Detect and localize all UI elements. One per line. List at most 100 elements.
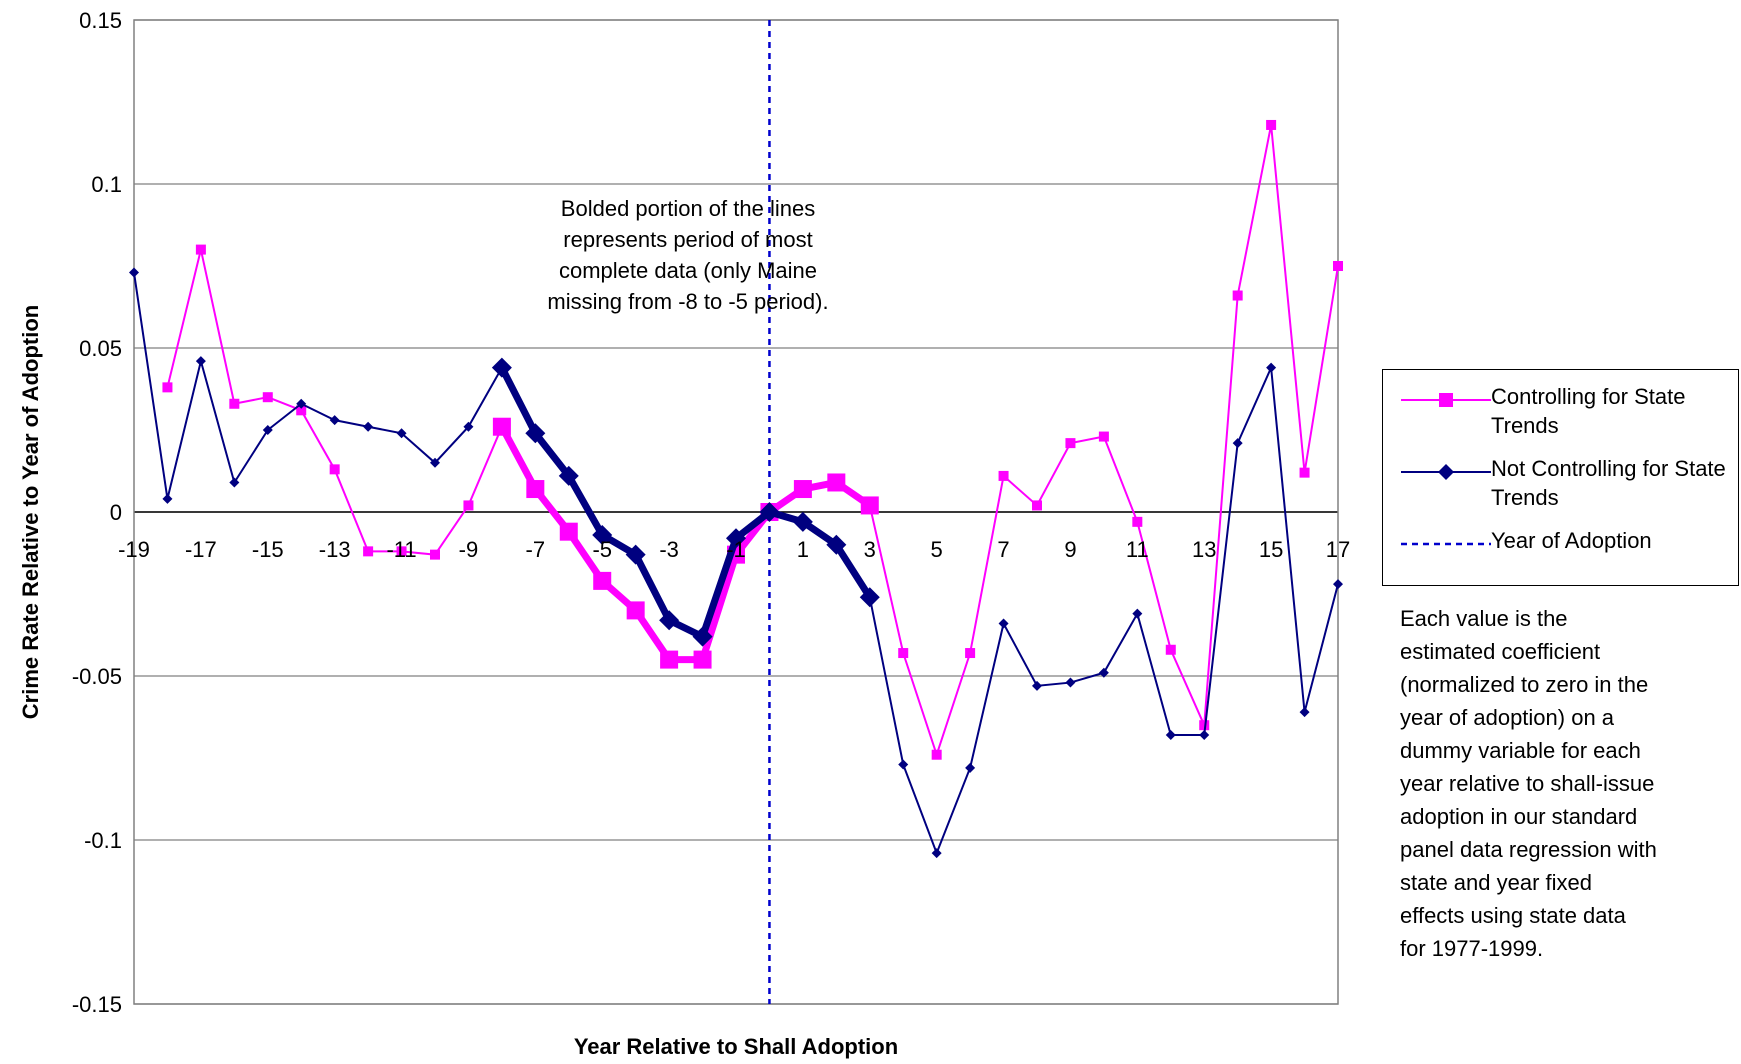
- data-point: [1098, 667, 1109, 678]
- data-point: [491, 357, 512, 378]
- x-tick-label: -13: [319, 537, 351, 562]
- data-point: [526, 480, 545, 499]
- y-axis-title: Crime Rate Relative to Year of Adoption: [18, 305, 43, 719]
- data-point: [329, 415, 340, 426]
- y-tick-labels: 0.15 0.1 0.05 0 -0.05 -0.1 -0.15: [72, 8, 122, 1017]
- y-tick-label: 0: [110, 500, 122, 525]
- x-tick-label: 9: [1064, 537, 1076, 562]
- data-point: [1065, 677, 1076, 688]
- note-line: year relative to shall-issue: [1400, 771, 1655, 796]
- x-tick-label: 13: [1192, 537, 1216, 562]
- data-point: [229, 477, 240, 488]
- x-tick-label: 7: [997, 537, 1009, 562]
- data-point: [1333, 579, 1343, 590]
- data-point: [430, 549, 440, 560]
- annotation-line: Bolded portion of the lines: [561, 196, 815, 221]
- data-point: [965, 648, 976, 659]
- data-point: [559, 522, 578, 541]
- data-point: [859, 587, 880, 608]
- note-line: for 1977-1999.: [1400, 936, 1544, 961]
- data-point: [931, 749, 942, 760]
- data-point: [759, 502, 780, 522]
- note-line: panel data regression with: [1400, 837, 1657, 862]
- x-tick-label: -5: [592, 537, 612, 562]
- data-point: [229, 398, 240, 409]
- data-point: [659, 610, 680, 631]
- note-line: (normalized to zero in the: [1400, 672, 1649, 697]
- data-point: [1165, 644, 1176, 655]
- x-tick-label: -15: [252, 537, 284, 562]
- data-point: [1266, 362, 1277, 373]
- gridlines: [134, 19, 1338, 1005]
- data-point: [592, 524, 613, 545]
- x-tick-label: -1: [726, 537, 746, 562]
- x-tick-label: -9: [459, 537, 479, 562]
- legend-swatch-year-of-adoption: [1401, 542, 1491, 546]
- y-tick-label: -0.05: [72, 664, 122, 689]
- data-point: [898, 648, 909, 659]
- data-point: [558, 465, 579, 486]
- y-tick-label: 0.05: [79, 336, 122, 361]
- annotation-line: represents period of most: [563, 227, 812, 252]
- note-line: estimated coefficient: [1400, 639, 1601, 664]
- data-point: [625, 544, 646, 565]
- y-tick-label: 0.15: [79, 8, 122, 33]
- x-tick-label: -3: [659, 537, 679, 562]
- legend-label-controlling: Controlling for State Trends: [1491, 384, 1686, 438]
- series-not-controlling: [129, 267, 1343, 859]
- x-tick-labels: -19 -17 -15 -13 -11 -9 -7 -5 -3 -1 1 3 5 7 9 11 13 15 17: [118, 537, 1350, 562]
- data-point: [965, 762, 976, 773]
- legend-swatch-not-controlling: [1401, 464, 1491, 480]
- x-tick-label: -11: [386, 537, 416, 562]
- plot-area-frame: [133, 19, 1339, 1005]
- legend-label-year-of-adoption: Year of Adoption: [1491, 528, 1652, 553]
- data-point: [692, 626, 713, 647]
- data-point: [1199, 730, 1210, 741]
- data-point: [1299, 467, 1310, 478]
- annotation-line: complete data (only Maine: [559, 258, 817, 283]
- data-point: [162, 493, 173, 504]
- data-point: [1032, 680, 1042, 691]
- data-point: [1132, 608, 1143, 619]
- data-point: [363, 421, 374, 432]
- data-point: [998, 618, 1009, 629]
- data-point: [195, 244, 206, 255]
- explanatory-note: Each value is the estimated coefficient (n…: [1400, 602, 1730, 965]
- data-point: [1266, 119, 1277, 130]
- data-point: [998, 470, 1009, 481]
- note-line: dummy variable for each: [1400, 738, 1641, 763]
- x-tick-label: 1: [797, 537, 809, 562]
- note-line: adoption in our standard: [1400, 804, 1638, 829]
- data-point: [463, 421, 474, 432]
- data-point: [1299, 707, 1310, 718]
- data-point: [826, 534, 847, 555]
- y-tick-label: -0.15: [72, 992, 122, 1017]
- annotation-line: missing from -8 to -5 period).: [547, 289, 828, 314]
- x-tick-label: -17: [185, 537, 217, 562]
- data-point: [463, 500, 474, 511]
- data-point: [262, 392, 273, 403]
- x-tick-label: 11: [1126, 537, 1149, 562]
- note-line: year of adoption) on a: [1400, 705, 1615, 730]
- legend: Controlling for State Trends Not Control…: [1382, 369, 1739, 586]
- x-tick-label: 5: [931, 537, 943, 562]
- data-point: [162, 382, 173, 393]
- data-point: [296, 405, 307, 416]
- data-point: [1333, 261, 1343, 271]
- x-tick-label: -7: [526, 537, 546, 562]
- data-point: [1165, 730, 1176, 741]
- legend-label-not-controlling: Not Controlling for State Trends: [1491, 456, 1726, 510]
- x-tick-label: 3: [864, 537, 876, 562]
- data-point: [593, 571, 612, 590]
- x-axis-title: Year Relative to Shall Adoption: [574, 1034, 898, 1059]
- data-point: [396, 546, 407, 557]
- data-point: [827, 473, 846, 492]
- data-point: [329, 464, 340, 475]
- data-point: [1132, 516, 1143, 527]
- data-point: [363, 546, 374, 557]
- legend-swatch-controlling: [1401, 393, 1491, 407]
- data-point: [1199, 720, 1210, 731]
- data-point: [1232, 290, 1243, 301]
- note-line: state and year fixed: [1400, 870, 1593, 895]
- data-point: [1098, 431, 1109, 442]
